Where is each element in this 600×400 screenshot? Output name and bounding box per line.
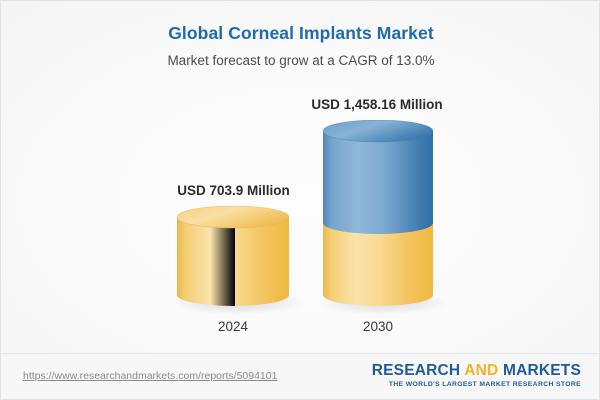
bar-category-label-2030: 2030: [362, 319, 394, 334]
bar-value-label-2030: USD 1,458.16 Million: [311, 97, 443, 112]
bar-category-label-2024: 2024: [217, 319, 249, 334]
bar-value-label-2024: USD 703.9 Million: [177, 183, 290, 198]
brand-tagline: THE WORLD'S LARGEST MARKET RESEARCH STOR…: [388, 381, 581, 389]
chart-subtitle: Market forecast to grow at a CAGR of 13.…: [167, 53, 435, 68]
brand-wordmark: RESEARCH AND MARKETS: [371, 362, 581, 379]
chart-plate: [1, 1, 599, 353]
footer: https://www.researchandmarkets.com/repor…: [1, 353, 599, 399]
brand-word-research: RESEARCH: [371, 362, 461, 379]
brand-word-and: AND: [464, 362, 499, 379]
page-title: Global Corneal Implants Market: [168, 23, 434, 43]
brand-word-markets: MARKETS: [502, 362, 581, 379]
plot-area: USD 703.9 Million: [1, 1, 599, 353]
cylinder-2030: [322, 119, 434, 306]
cylinder-2024: [176, 205, 290, 306]
brand-logo[interactable]: RESEARCH AND MARKETS THE WORLD'S LARGEST…: [371, 362, 581, 389]
bar-2030[interactable]: [322, 119, 434, 306]
source-url-link[interactable]: https://www.researchandmarkets.com/repor…: [23, 370, 278, 382]
bar-2024[interactable]: [176, 205, 290, 306]
